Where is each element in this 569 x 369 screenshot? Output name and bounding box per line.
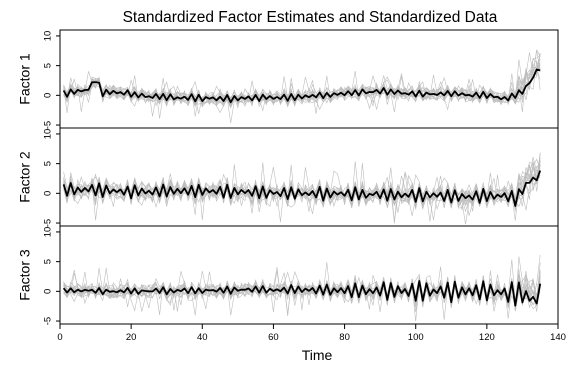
y-tick-label: 0	[43, 289, 54, 294]
data-series-line	[63, 50, 541, 117]
panels: -5 0 5 10 Factor 1 -5 0 5 10 Factor 2 -5 0 5 10 Factor…	[17, 29, 559, 325]
x-tick-label: 100	[408, 332, 424, 343]
x-tick-label: 80	[339, 332, 350, 343]
x-tick-label: 40	[197, 332, 208, 343]
y-tick-label: 10	[43, 31, 54, 42]
panel-2-plot-area	[62, 152, 542, 225]
data-series-line	[63, 152, 541, 210]
data-series-line	[63, 275, 541, 312]
x-tick-label: 60	[268, 332, 279, 343]
y-tick-label: 5	[43, 259, 54, 264]
y-tick-label: 0	[43, 93, 54, 98]
chart-title: Standardized Factor Estimates and Standa…	[123, 9, 498, 26]
panel-3-label: Factor 3	[17, 249, 33, 301]
x-tick-label: 0	[57, 332, 62, 343]
panel-2-label: Factor 2	[17, 151, 33, 203]
x-tick-label: 20	[126, 332, 137, 343]
panel-1-frame	[59, 29, 559, 129]
y-tick-label: 0	[43, 191, 54, 196]
y-tick-label: -5	[43, 219, 54, 227]
data-series-line	[63, 262, 541, 309]
data-series-line	[63, 157, 541, 225]
y-tick-label: -5	[43, 317, 54, 325]
y-tick-label: 5	[43, 161, 54, 166]
y-tick-label: 10	[43, 227, 54, 238]
panel-3: -5 0 5 10 Factor 3	[17, 225, 559, 325]
x-axis: 0 20 40 60 80 100 120 140	[57, 324, 566, 343]
factor-2-line	[62, 170, 542, 207]
panel-2: -5 0 5 10 Factor 2	[17, 127, 559, 227]
y-tick-label: -5	[43, 121, 54, 129]
panel-1-label: Factor 1	[17, 53, 33, 105]
panel-3-frame	[59, 225, 559, 325]
y-tick-label: 5	[43, 63, 54, 68]
x-tick-label: 120	[479, 332, 495, 343]
data-series-line	[63, 68, 541, 112]
panel-3-plot-area	[62, 254, 542, 322]
x-axis-label: Time	[302, 347, 333, 363]
panel-1-plot-area	[62, 49, 541, 124]
data-series-line	[63, 49, 541, 119]
x-tick-label: 140	[550, 332, 566, 343]
panel-1: -5 0 5 10 Factor 1	[17, 29, 559, 129]
y-tick-label: 10	[43, 129, 54, 140]
factor-1-line	[62, 68, 541, 104]
factor-3-line	[62, 280, 542, 307]
